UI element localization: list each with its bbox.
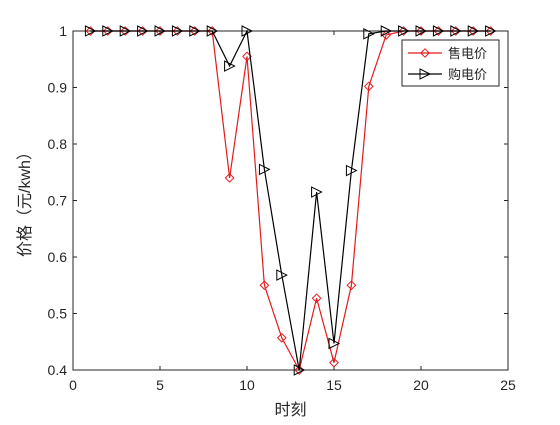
series-point bbox=[206, 25, 219, 37]
plot-frame bbox=[72, 30, 509, 371]
plot-area bbox=[72, 30, 509, 371]
series-point bbox=[241, 25, 254, 37]
series-point bbox=[276, 332, 287, 343]
series-point bbox=[276, 269, 288, 281]
series-2 bbox=[84, 25, 497, 376]
legend-item: 购电价 bbox=[408, 67, 487, 82]
series-point bbox=[84, 25, 97, 37]
x-tick-label: 25 bbox=[500, 377, 516, 393]
series-point bbox=[224, 60, 236, 72]
x-tick-label: 0 bbox=[69, 377, 77, 393]
x-tick-label: 5 bbox=[156, 377, 164, 393]
legend-marker bbox=[419, 68, 432, 80]
x-tick-label: 20 bbox=[413, 377, 429, 393]
legend-label: 售电价 bbox=[448, 46, 487, 61]
y-axis-title: 价格（元/kwh） bbox=[16, 144, 34, 257]
series-point bbox=[137, 25, 149, 37]
series-point bbox=[363, 28, 375, 40]
series-point bbox=[398, 25, 410, 37]
series-point bbox=[224, 172, 235, 183]
legend-box bbox=[401, 39, 500, 87]
series-point bbox=[293, 364, 306, 376]
series-line bbox=[90, 28, 491, 371]
y-tick-label: 0.6 bbox=[48, 249, 68, 265]
series-point bbox=[363, 81, 374, 92]
series-point bbox=[154, 25, 167, 37]
y-tick-label: 0.4 bbox=[48, 362, 68, 378]
x-tick-label: 10 bbox=[239, 377, 255, 393]
series-point bbox=[415, 25, 428, 37]
series-point bbox=[381, 30, 392, 40]
series-point bbox=[432, 25, 445, 37]
series-point bbox=[346, 280, 357, 291]
series-point bbox=[467, 25, 480, 37]
legend-label: 购电价 bbox=[448, 67, 487, 82]
series-point bbox=[328, 337, 341, 350]
series-point bbox=[259, 280, 270, 291]
series-point bbox=[380, 25, 393, 37]
series-point bbox=[485, 25, 497, 37]
y-tick-label: 0.8 bbox=[48, 136, 68, 152]
series-point bbox=[171, 25, 184, 37]
y-axis-ticks: 0.4 0.5 0.6 0.7 0.8 0.9 1 bbox=[48, 23, 508, 378]
series-layer bbox=[84, 25, 497, 376]
y-tick-label: 1 bbox=[59, 23, 67, 39]
x-axis-ticks: 0 5 10 15 20 25 bbox=[69, 31, 516, 393]
x-tick-label: 15 bbox=[326, 377, 342, 393]
y-tick-label: 0.7 bbox=[48, 193, 68, 209]
y-tick-label: 0.5 bbox=[48, 306, 68, 322]
series-point bbox=[311, 293, 322, 304]
series-point bbox=[119, 25, 132, 37]
series-point bbox=[345, 164, 358, 177]
legend-marker bbox=[420, 48, 430, 58]
y-tick-label: 0.9 bbox=[48, 80, 68, 96]
series-point bbox=[450, 25, 462, 37]
series-point bbox=[102, 25, 114, 37]
legend-item: 售电价 bbox=[408, 46, 487, 61]
series-point bbox=[258, 163, 271, 176]
series-point bbox=[311, 186, 323, 198]
series-point bbox=[189, 25, 201, 37]
x-axis-title: 时刻 bbox=[274, 401, 306, 419]
series-point bbox=[329, 357, 339, 368]
